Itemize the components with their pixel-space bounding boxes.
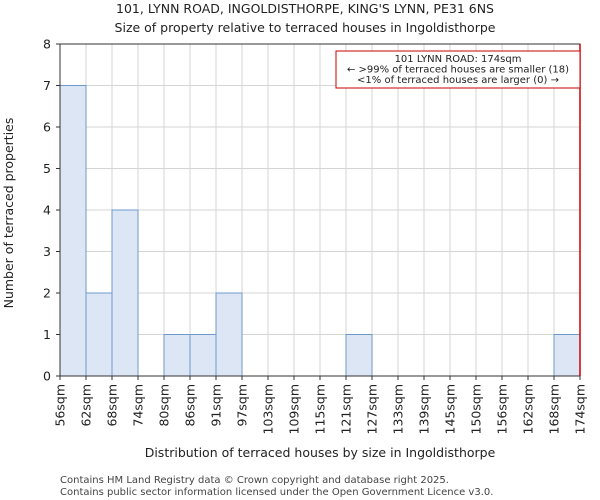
chart-title-address: 101, LYNN ROAD, INGOLDISTHORPE, KING'S L… (116, 1, 494, 16)
x-tick-label: 80sqm (157, 384, 172, 427)
bar-62sqm (85, 292, 113, 377)
x-tick-label: 133sqm (391, 384, 406, 434)
x-tick-label: 97sqm (235, 384, 250, 427)
y-tick-label: 4 (43, 203, 51, 218)
footer-copyright: Contains HM Land Registry data © Crown c… (60, 475, 449, 486)
bar-168sqm (553, 334, 581, 377)
x-tick-label: 62sqm (79, 384, 94, 427)
x-tick-label: 115sqm (313, 384, 328, 434)
annotation-line-2: ← >99% of terraced houses are smaller (1… (347, 65, 569, 76)
y-tick-label: 8 (43, 37, 51, 52)
annotation-box (335, 50, 581, 89)
bar-91sqm (215, 292, 243, 377)
annotation-line-1: 101 LYNN ROAD: 174sqm (395, 54, 522, 65)
x-tick-label: 74sqm (131, 384, 146, 427)
y-tick-label: 7 (43, 78, 51, 93)
footer-licence: Contains public sector information licen… (60, 487, 493, 498)
x-tick-label: 174sqm (573, 384, 588, 434)
annotation-line-3: <1% of terraced houses are larger (0) → (357, 75, 559, 86)
x-axis-ticks: 56sqm 62sqm 68sqm 74sqm 80sqm 86sqm 91sqm 97sqm… (53, 376, 588, 434)
x-tick-label: 156sqm (495, 384, 510, 434)
x-tick-label: 162sqm (521, 384, 536, 434)
x-tick-label: 127sqm (365, 384, 380, 434)
y-tick-label: 3 (43, 244, 51, 259)
y-tick-label: 2 (43, 286, 51, 301)
x-axis-label: Distribution of terraced houses by size … (145, 445, 496, 460)
y-axis-label: Number of terraced properties (1, 118, 16, 309)
x-tick-label: 109sqm (287, 384, 302, 434)
bar-56sqm (59, 85, 87, 377)
y-tick-label: 5 (43, 161, 51, 176)
x-tick-label: 86sqm (183, 384, 198, 427)
y-tick-label: 1 (43, 327, 51, 342)
bar-80sqm (163, 334, 191, 377)
x-tick-label: 139sqm (417, 384, 432, 434)
bar-121sqm (345, 334, 373, 377)
x-tick-label: 68sqm (105, 384, 120, 427)
x-tick-label: 56sqm (53, 384, 68, 427)
y-axis-ticks: 0 1 2 3 4 5 6 7 8 (43, 37, 60, 384)
property-marker: 101 LYNN ROAD: 174sqm← >99% of terraced … (335, 44, 581, 376)
bar-86sqm (189, 334, 217, 377)
x-tick-label: 103sqm (261, 384, 276, 434)
bar-68sqm (111, 209, 139, 377)
x-tick-label: 168sqm (547, 384, 562, 434)
x-tick-label: 121sqm (339, 384, 354, 434)
y-tick-label: 6 (43, 120, 51, 135)
x-tick-label: 145sqm (443, 384, 458, 434)
y-tick-label: 0 (43, 369, 51, 384)
chart-title: Size of property relative to terraced ho… (115, 20, 496, 35)
bar-series (59, 85, 581, 377)
x-tick-label: 150sqm (469, 384, 484, 434)
x-tick-label: 91sqm (209, 384, 224, 427)
